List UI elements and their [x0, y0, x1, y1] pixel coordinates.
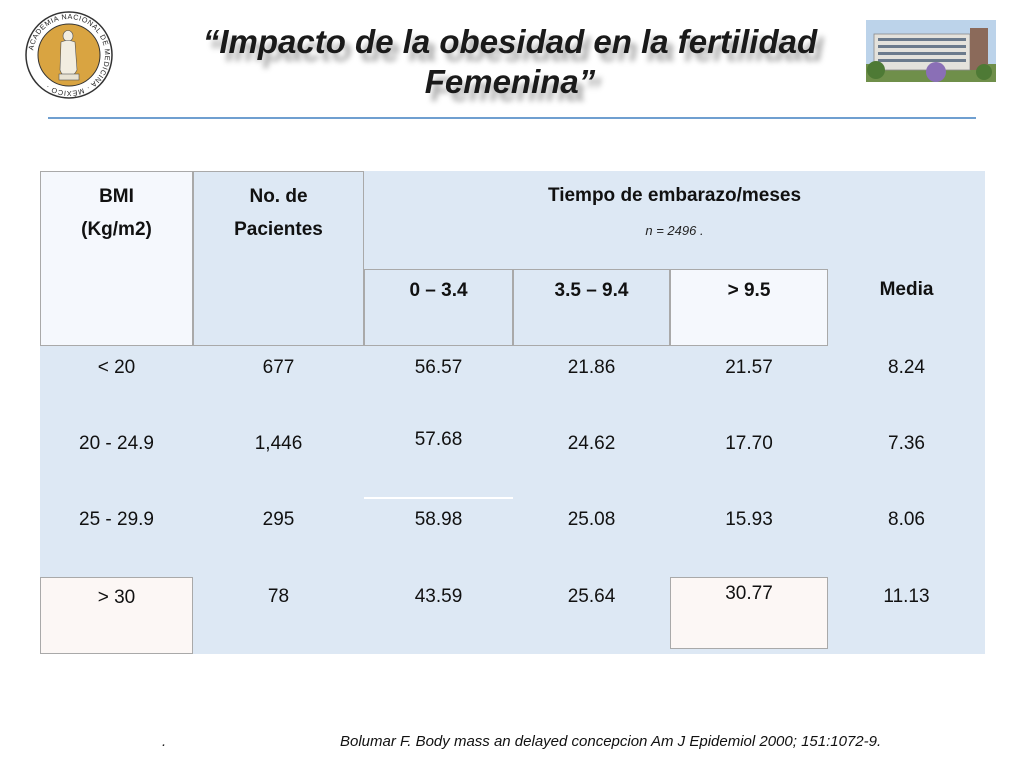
row4-3.5-9.4: 25.64 — [567, 586, 616, 607]
header-time: Tiempo de embarazo/meses — [547, 185, 802, 206]
header-patients-line1: No. de — [249, 186, 308, 207]
row2-bmi: 20 - 24.9 — [79, 433, 154, 454]
row1-3.5-9.4: 21.86 — [567, 357, 616, 378]
row2-gt-9.5: 17.70 — [725, 433, 773, 454]
title-line-1: “Impacto de la obesidad en la fertilidad — [202, 23, 818, 60]
academia-logo: ACADEMIA NACIONAL DE MEDICINA · MÉXICO · — [25, 11, 113, 99]
subheader-media: Media — [879, 279, 934, 300]
subheader-0-3.4: 0 – 3.4 — [364, 269, 513, 346]
sample-size-note: n = 2496 . — [645, 223, 704, 238]
row4-gt-9.5: 30.77 — [670, 577, 828, 649]
footer-dot: . — [162, 733, 167, 750]
row3-media: 8.06 — [888, 509, 925, 530]
row3-3.5-9.4: 25.08 — [567, 509, 616, 530]
row1-gt-9.5: 21.57 — [725, 357, 773, 378]
header-bmi-unit: (Kg/m2) — [81, 219, 152, 240]
row1-0-3.4: 56.57 — [414, 357, 463, 378]
header-patients: No. de Pacientes — [193, 171, 364, 346]
subheader-3.5-9.4: 3.5 – 9.4 — [513, 269, 670, 346]
title-line-2: Femenina” — [424, 63, 596, 100]
row4-bmi: > 30 — [40, 577, 193, 654]
row4-patients: 78 — [267, 586, 290, 607]
row2-patients: 1,446 — [254, 433, 303, 454]
row1-patients: 677 — [262, 357, 295, 378]
row3-0-3.4: 58.98 — [414, 509, 463, 530]
header-bmi: BMI (Kg/m2) — [40, 171, 193, 346]
subheader-gt-9.5: > 9.5 — [670, 269, 828, 346]
row4-media: 11.13 — [883, 586, 930, 607]
cell-separator — [364, 497, 513, 499]
hospital-building-image — [866, 20, 996, 82]
row2-3.5-9.4: 24.62 — [567, 433, 616, 454]
row2-0-3.4: 57.68 — [414, 429, 463, 450]
row1-media: 8.24 — [888, 357, 925, 378]
row3-patients: 295 — [262, 509, 295, 530]
header-bmi-label: BMI — [99, 186, 134, 207]
row4-0-3.4: 43.59 — [414, 586, 463, 607]
row1-bmi: < 20 — [97, 357, 136, 378]
bmi-fertility-table: BMI (Kg/m2) No. de Pacientes Tiempo de e… — [40, 171, 985, 654]
header-patients-line2: Pacientes — [234, 219, 323, 240]
row3-gt-9.5: 15.93 — [725, 509, 773, 530]
row3-bmi: 25 - 29.9 — [79, 509, 154, 530]
row2-media: 7.36 — [888, 433, 925, 454]
citation: Bolumar F. Body mass an delayed concepci… — [340, 733, 882, 750]
title-divider — [48, 117, 976, 119]
slide-title: “Impacto de la obesidad en la fertilidad… — [140, 22, 880, 102]
